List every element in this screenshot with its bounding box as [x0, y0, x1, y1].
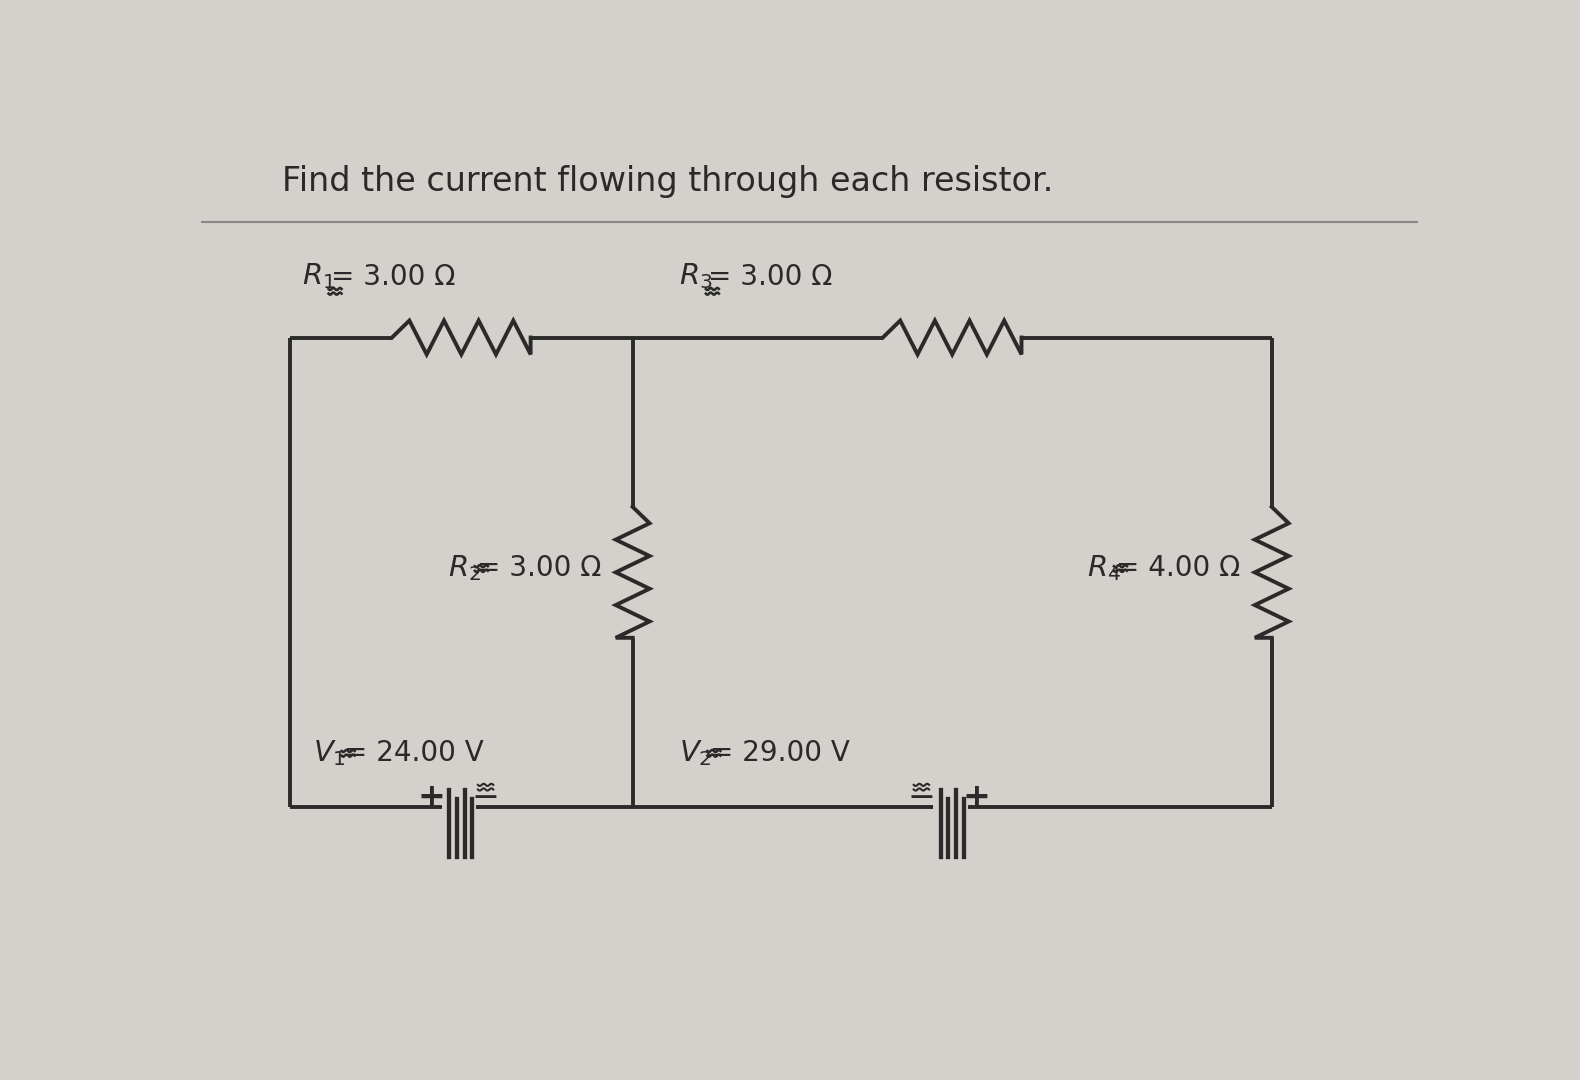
Text: $R_2$: $R_2$	[447, 554, 480, 583]
Text: $R_3$: $R_3$	[679, 261, 713, 292]
Text: = 3.00 Ω: = 3.00 Ω	[330, 264, 455, 292]
Text: $V_1$: $V_1$	[313, 739, 346, 768]
Text: = 29.00 V: = 29.00 V	[709, 740, 850, 767]
Text: −: −	[907, 782, 935, 814]
Text: +: +	[962, 782, 991, 814]
Text: $R_1$: $R_1$	[302, 261, 335, 292]
Text: $R_4$: $R_4$	[1087, 554, 1120, 583]
Text: = 24.00 V: = 24.00 V	[344, 740, 483, 767]
Text: = 3.00 Ω: = 3.00 Ω	[477, 554, 602, 582]
Text: = 4.00 Ω: = 4.00 Ω	[1115, 554, 1240, 582]
Text: Find the current flowing through each resistor.: Find the current flowing through each re…	[283, 165, 1054, 199]
Text: −: −	[471, 782, 499, 814]
Text: $V_2$: $V_2$	[679, 739, 711, 768]
Text: +: +	[417, 782, 446, 814]
Text: = 3.00 Ω: = 3.00 Ω	[708, 264, 833, 292]
